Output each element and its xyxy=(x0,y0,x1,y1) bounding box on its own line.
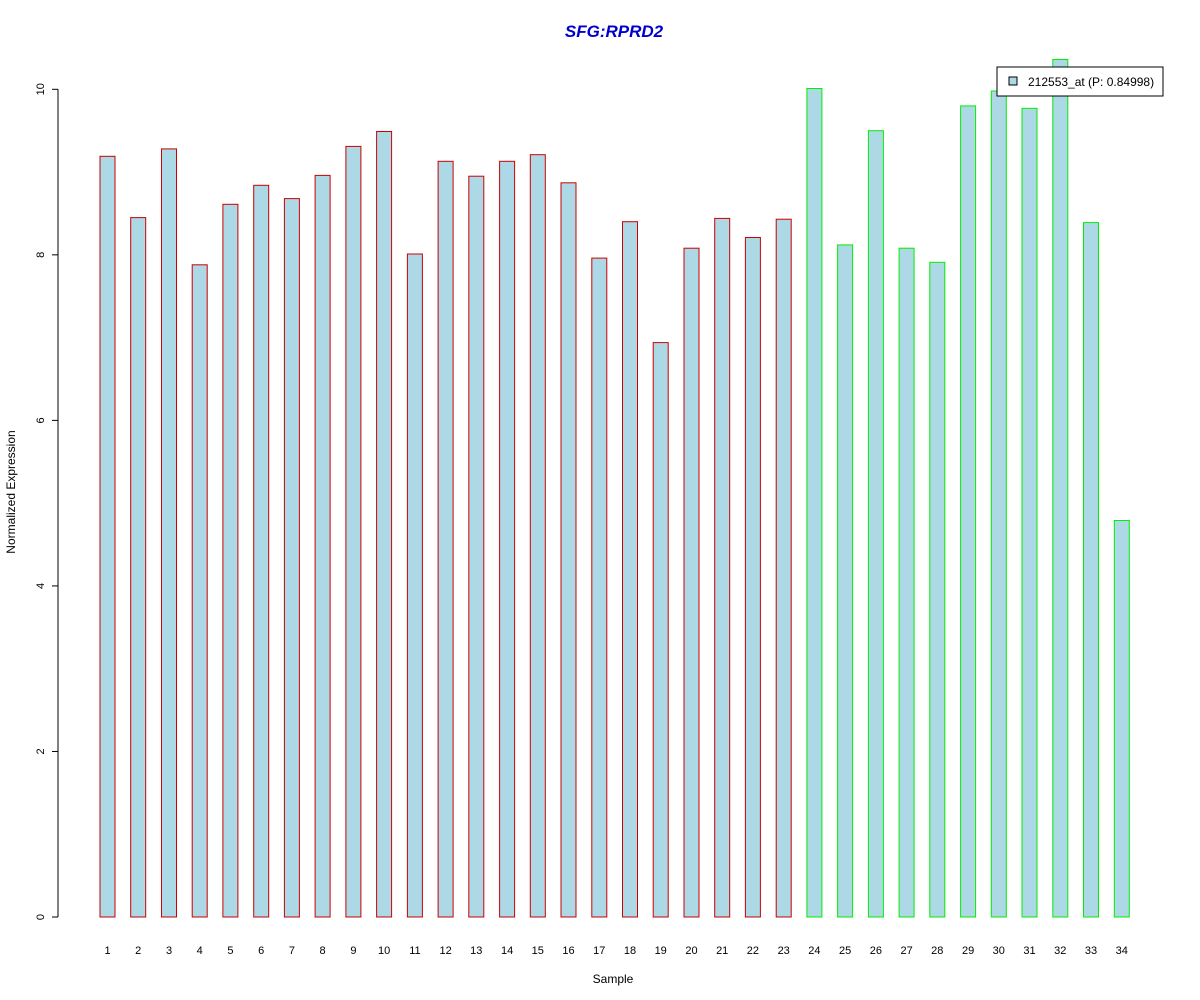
bar-sample-20 xyxy=(683,247,700,918)
x-tick-label: 11 xyxy=(409,945,420,957)
bar-sample-26 xyxy=(867,130,884,918)
y-tick-label: 2 xyxy=(35,748,47,754)
x-tick-label: 12 xyxy=(439,945,451,957)
x-tick-label: 2 xyxy=(135,945,141,957)
x-tick-label: 9 xyxy=(350,945,356,957)
x-tick-label: 1 xyxy=(104,945,110,957)
x-tick-label: 16 xyxy=(562,945,574,957)
x-tick-label: 27 xyxy=(900,945,912,957)
bar-sample-7 xyxy=(283,198,300,918)
x-tick-label: 34 xyxy=(1116,945,1128,957)
legend-label: 212553_at (P: 0.84998) xyxy=(1028,75,1154,89)
x-tick-label: 14 xyxy=(501,945,513,957)
bar-sample-13 xyxy=(468,175,485,918)
bar-sample-34 xyxy=(1113,520,1130,918)
bar-sample-18 xyxy=(622,221,638,918)
bar-sample-17 xyxy=(591,257,608,918)
bar-sample-33 xyxy=(1083,222,1099,918)
legend-box xyxy=(996,66,1164,97)
bar-sample-23 xyxy=(775,218,792,918)
bar-sample-21 xyxy=(714,217,731,918)
bar-sample-10 xyxy=(376,131,393,918)
chart-title: SFG:RPRD2 xyxy=(565,22,664,41)
y-tick-label: 4 xyxy=(35,583,47,589)
x-tick-label: 13 xyxy=(470,945,482,957)
bar-sample-15 xyxy=(529,154,546,918)
x-tick-label: 4 xyxy=(197,945,203,957)
x-tick-label: 15 xyxy=(532,945,544,957)
bar-sample-19 xyxy=(652,342,669,918)
legend: 212553_at (P: 0.84998) xyxy=(996,66,1164,97)
x-tick-label: 3 xyxy=(166,945,172,957)
bar-sample-8 xyxy=(314,174,331,918)
bar-sample-9 xyxy=(345,145,362,918)
x-tick-label: 24 xyxy=(808,945,820,957)
x-tick-label: 8 xyxy=(320,945,326,957)
x-tick-label: 10 xyxy=(378,945,390,957)
bar-sample-32 xyxy=(1052,59,1069,918)
bar-sample-29 xyxy=(960,105,977,918)
x-tick-label: 18 xyxy=(624,945,636,957)
bar-sample-25 xyxy=(837,244,854,918)
y-tick-label: 0 xyxy=(35,914,47,920)
x-tick-labels: 1 2 3 4 5 6 7 8 9 10 11 12 13 14 15 16 17 18 19 20 21 22 23 24 2… xyxy=(104,945,1127,957)
bar-sample-28 xyxy=(929,261,946,918)
x-tick-label: 21 xyxy=(716,945,728,957)
bars xyxy=(99,59,1130,918)
x-tick-label: 6 xyxy=(258,945,264,957)
x-tick-label: 5 xyxy=(227,945,233,957)
y-tick-label: 6 xyxy=(35,417,47,423)
x-tick-label: 26 xyxy=(870,945,882,957)
bar-sample-22 xyxy=(744,237,761,918)
x-tick-label: 17 xyxy=(593,945,605,957)
x-tick-label: 20 xyxy=(685,945,697,957)
x-tick-label: 33 xyxy=(1085,945,1097,957)
bar-sample-30 xyxy=(990,90,1007,918)
x-tick-label: 30 xyxy=(993,945,1005,957)
y-tick-label: 8 xyxy=(35,252,47,258)
bar-sample-24 xyxy=(806,88,823,918)
bar-sample-14 xyxy=(499,160,516,918)
y-axis: 0 2 4 6 8 10 xyxy=(35,83,59,920)
y-axis-label: Normalized Expression xyxy=(4,430,18,553)
bar-sample-27 xyxy=(898,247,915,918)
x-tick-label: 23 xyxy=(778,945,790,957)
x-tick-label: 31 xyxy=(1023,945,1035,957)
bar-sample-31 xyxy=(1021,107,1038,918)
y-tick-label: 10 xyxy=(35,83,47,95)
bar-sample-6 xyxy=(253,184,270,918)
x-tick-label: 32 xyxy=(1054,945,1066,957)
bar-sample-1 xyxy=(99,155,116,918)
x-tick-label: 19 xyxy=(655,945,667,957)
x-tick-label: 22 xyxy=(747,945,759,957)
bar-sample-16 xyxy=(560,182,577,918)
x-axis-label: Sample xyxy=(593,972,634,986)
bar-sample-4 xyxy=(191,264,208,918)
x-tick-label: 25 xyxy=(839,945,851,957)
bar-sample-11 xyxy=(406,253,423,918)
bar-sample-2 xyxy=(130,217,147,918)
x-tick-label: 29 xyxy=(962,945,974,957)
bar-sample-3 xyxy=(161,148,177,918)
x-tick-label: 28 xyxy=(931,945,943,957)
bar-sample-12 xyxy=(437,160,454,918)
bar-sample-5 xyxy=(222,203,239,918)
legend-swatch xyxy=(1008,76,1018,86)
x-tick-label: 7 xyxy=(289,945,295,957)
